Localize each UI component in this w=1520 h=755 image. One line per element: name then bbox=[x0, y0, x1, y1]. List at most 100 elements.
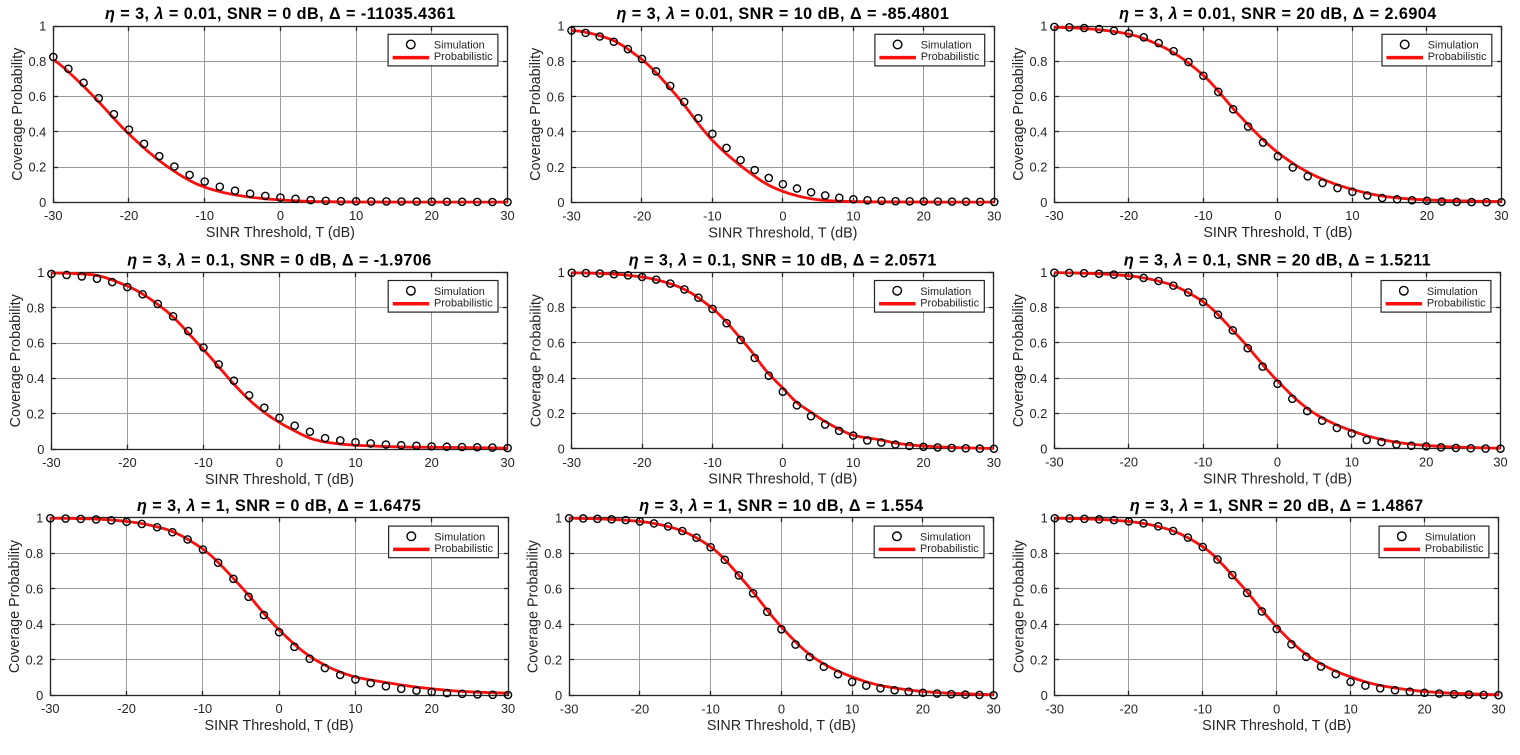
svg-text:Probabilistic: Probabilistic bbox=[1428, 51, 1487, 63]
svg-text:0.6: 0.6 bbox=[25, 581, 43, 596]
svg-text:0.2: 0.2 bbox=[1030, 160, 1048, 175]
svg-text:0.4: 0.4 bbox=[547, 125, 565, 140]
svg-text:-30: -30 bbox=[563, 455, 582, 470]
svg-text:-20: -20 bbox=[631, 701, 650, 716]
svg-text:20: 20 bbox=[425, 208, 439, 223]
svg-text:Probabilistic: Probabilistic bbox=[920, 297, 979, 309]
svg-text:η = 3, λ = 0.01, SNR = 0 dB, Δ: η = 3, λ = 0.01, SNR = 0 dB, Δ = -11035.… bbox=[105, 5, 456, 23]
svg-text:0.8: 0.8 bbox=[28, 54, 46, 69]
svg-text:SINR Threshold, T (dB): SINR Threshold, T (dB) bbox=[707, 718, 856, 734]
svg-text:0: 0 bbox=[1041, 688, 1048, 703]
svg-text:-10: -10 bbox=[1194, 208, 1213, 223]
svg-text:30: 30 bbox=[500, 455, 514, 470]
svg-text:SINR Threshold, T (dB): SINR Threshold, T (dB) bbox=[205, 718, 354, 734]
svg-text:Simulation: Simulation bbox=[1427, 286, 1478, 298]
svg-text:Simulation: Simulation bbox=[920, 531, 971, 543]
svg-text:0.8: 0.8 bbox=[1030, 54, 1048, 69]
svg-text:10: 10 bbox=[349, 208, 363, 223]
svg-text:SINR Threshold, T (dB): SINR Threshold, T (dB) bbox=[1203, 225, 1352, 241]
svg-text:20: 20 bbox=[1417, 701, 1431, 716]
svg-text:0.4: 0.4 bbox=[1030, 617, 1048, 632]
svg-text:η = 3, λ = 0.01, SNR = 10 dB,: η = 3, λ = 0.01, SNR = 10 dB, Δ = -85.48… bbox=[616, 5, 949, 23]
svg-text:SINR Threshold, T (dB): SINR Threshold, T (dB) bbox=[708, 472, 857, 488]
svg-text:η = 3, λ = 1, SNR = 0 dB, Δ =: η = 3, λ = 1, SNR = 0 dB, Δ = 1.6475 bbox=[137, 497, 421, 515]
svg-text:-30: -30 bbox=[1045, 455, 1064, 470]
svg-text:0: 0 bbox=[276, 455, 283, 470]
svg-text:30: 30 bbox=[986, 701, 1000, 716]
svg-text:-20: -20 bbox=[1120, 455, 1139, 470]
svg-text:0.4: 0.4 bbox=[1030, 124, 1048, 139]
svg-text:-30: -30 bbox=[560, 701, 579, 716]
svg-text:Simulation: Simulation bbox=[1425, 531, 1476, 543]
svg-text:Probabilistic: Probabilistic bbox=[1427, 297, 1486, 309]
svg-text:0.8: 0.8 bbox=[547, 300, 565, 315]
svg-text:Coverage Probability: Coverage Probability bbox=[1011, 47, 1027, 181]
svg-text:η = 3, λ = 0.01, SNR = 20 dB,: η = 3, λ = 0.01, SNR = 20 dB, Δ = 2.6904 bbox=[1119, 5, 1437, 23]
svg-text:0.6: 0.6 bbox=[1030, 336, 1048, 351]
svg-text:1: 1 bbox=[1040, 265, 1047, 280]
svg-text:Coverage Probability: Coverage Probability bbox=[1011, 293, 1027, 427]
svg-text:30: 30 bbox=[987, 208, 1001, 223]
svg-text:Probabilistic: Probabilistic bbox=[920, 543, 979, 555]
svg-text:0: 0 bbox=[557, 195, 564, 210]
svg-text:SINR Threshold, T (dB): SINR Threshold, T (dB) bbox=[1202, 718, 1351, 734]
svg-text:0.8: 0.8 bbox=[547, 54, 565, 69]
svg-text:1: 1 bbox=[1040, 19, 1047, 34]
svg-text:Simulation: Simulation bbox=[434, 531, 485, 543]
svg-text:10: 10 bbox=[846, 455, 860, 470]
svg-text:0.8: 0.8 bbox=[544, 546, 562, 561]
svg-text:1: 1 bbox=[557, 19, 564, 34]
svg-text:-30: -30 bbox=[1045, 208, 1064, 223]
svg-text:0: 0 bbox=[779, 208, 786, 223]
svg-text:Coverage Probability: Coverage Probability bbox=[526, 539, 542, 673]
svg-text:30: 30 bbox=[1494, 208, 1508, 223]
svg-text:0.4: 0.4 bbox=[544, 617, 562, 632]
svg-text:-30: -30 bbox=[42, 455, 61, 470]
svg-text:0: 0 bbox=[558, 442, 565, 457]
svg-text:0.2: 0.2 bbox=[27, 407, 45, 422]
svg-text:Probabilistic: Probabilistic bbox=[1425, 543, 1484, 555]
svg-text:-10: -10 bbox=[194, 455, 213, 470]
svg-text:0.2: 0.2 bbox=[1030, 406, 1048, 421]
svg-text:0.2: 0.2 bbox=[544, 653, 562, 668]
svg-text:10: 10 bbox=[846, 208, 860, 223]
svg-text:0.2: 0.2 bbox=[1030, 653, 1048, 668]
svg-text:Probabilistic: Probabilistic bbox=[434, 51, 493, 63]
svg-text:0.2: 0.2 bbox=[547, 160, 565, 175]
svg-text:-20: -20 bbox=[1120, 208, 1139, 223]
svg-text:Coverage Probability: Coverage Probability bbox=[7, 539, 23, 673]
svg-text:0.8: 0.8 bbox=[27, 300, 45, 315]
svg-text:0.6: 0.6 bbox=[28, 89, 46, 104]
svg-text:SINR Threshold, T (dB): SINR Threshold, T (dB) bbox=[205, 472, 354, 488]
svg-text:SINR Threshold, T (dB): SINR Threshold, T (dB) bbox=[1203, 472, 1352, 488]
svg-text:Simulation: Simulation bbox=[434, 286, 485, 298]
svg-text:Simulation: Simulation bbox=[921, 40, 972, 52]
svg-text:Coverage Probability: Coverage Probability bbox=[528, 293, 544, 427]
svg-text:20: 20 bbox=[425, 701, 439, 716]
svg-text:20: 20 bbox=[1419, 455, 1433, 470]
svg-text:-20: -20 bbox=[120, 208, 139, 223]
svg-text:Simulation: Simulation bbox=[1428, 40, 1479, 52]
svg-text:Simulation: Simulation bbox=[920, 286, 971, 298]
svg-text:Simulation: Simulation bbox=[434, 40, 485, 52]
svg-text:0.4: 0.4 bbox=[547, 371, 565, 386]
svg-text:0: 0 bbox=[37, 442, 44, 457]
svg-text:0: 0 bbox=[276, 701, 283, 716]
svg-text:10: 10 bbox=[1345, 208, 1359, 223]
svg-text:0.4: 0.4 bbox=[25, 617, 43, 632]
svg-text:0: 0 bbox=[779, 455, 786, 470]
svg-text:1: 1 bbox=[37, 265, 44, 280]
svg-text:0.8: 0.8 bbox=[1030, 300, 1048, 315]
svg-text:η = 3, λ = 1, SNR = 10 dB, Δ =: η = 3, λ = 1, SNR = 10 dB, Δ = 1.554 bbox=[639, 497, 923, 515]
svg-text:0.6: 0.6 bbox=[1030, 89, 1048, 104]
svg-text:Probabilistic: Probabilistic bbox=[434, 297, 493, 309]
svg-text:30: 30 bbox=[1491, 701, 1505, 716]
svg-text:-30: -30 bbox=[41, 701, 60, 716]
svg-text:Coverage Probability: Coverage Probability bbox=[10, 47, 26, 181]
svg-text:10: 10 bbox=[845, 701, 859, 716]
svg-text:0.6: 0.6 bbox=[547, 336, 565, 351]
svg-text:0: 0 bbox=[1040, 195, 1047, 210]
svg-text:10: 10 bbox=[348, 701, 362, 716]
svg-text:-10: -10 bbox=[194, 701, 213, 716]
svg-text:1: 1 bbox=[558, 265, 565, 280]
